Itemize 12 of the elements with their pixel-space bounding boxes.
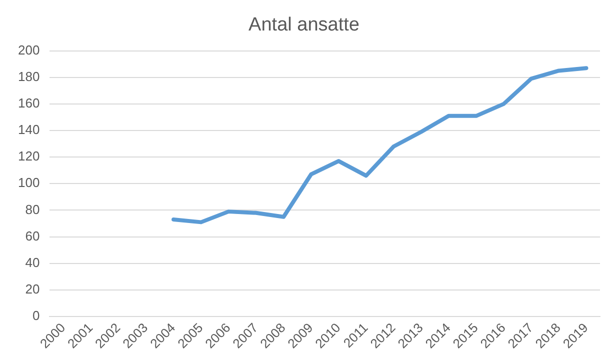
y-tick-label: 160: [18, 96, 40, 111]
y-tick-label: 120: [18, 148, 40, 164]
y-tick-label: 200: [18, 42, 40, 58]
y-tick-label: 20: [25, 282, 40, 297]
chart-title: Antal ansatte: [248, 14, 360, 36]
y-tick-label: 40: [25, 254, 40, 270]
y-tick-label: 140: [18, 122, 40, 138]
y-tick-label: 80: [25, 202, 40, 217]
y-tick-label: 0: [32, 308, 40, 324]
y-tick-label: 180: [18, 68, 40, 84]
y-tick-label: 60: [25, 228, 40, 244]
y-tick-label: 100: [18, 175, 40, 190]
